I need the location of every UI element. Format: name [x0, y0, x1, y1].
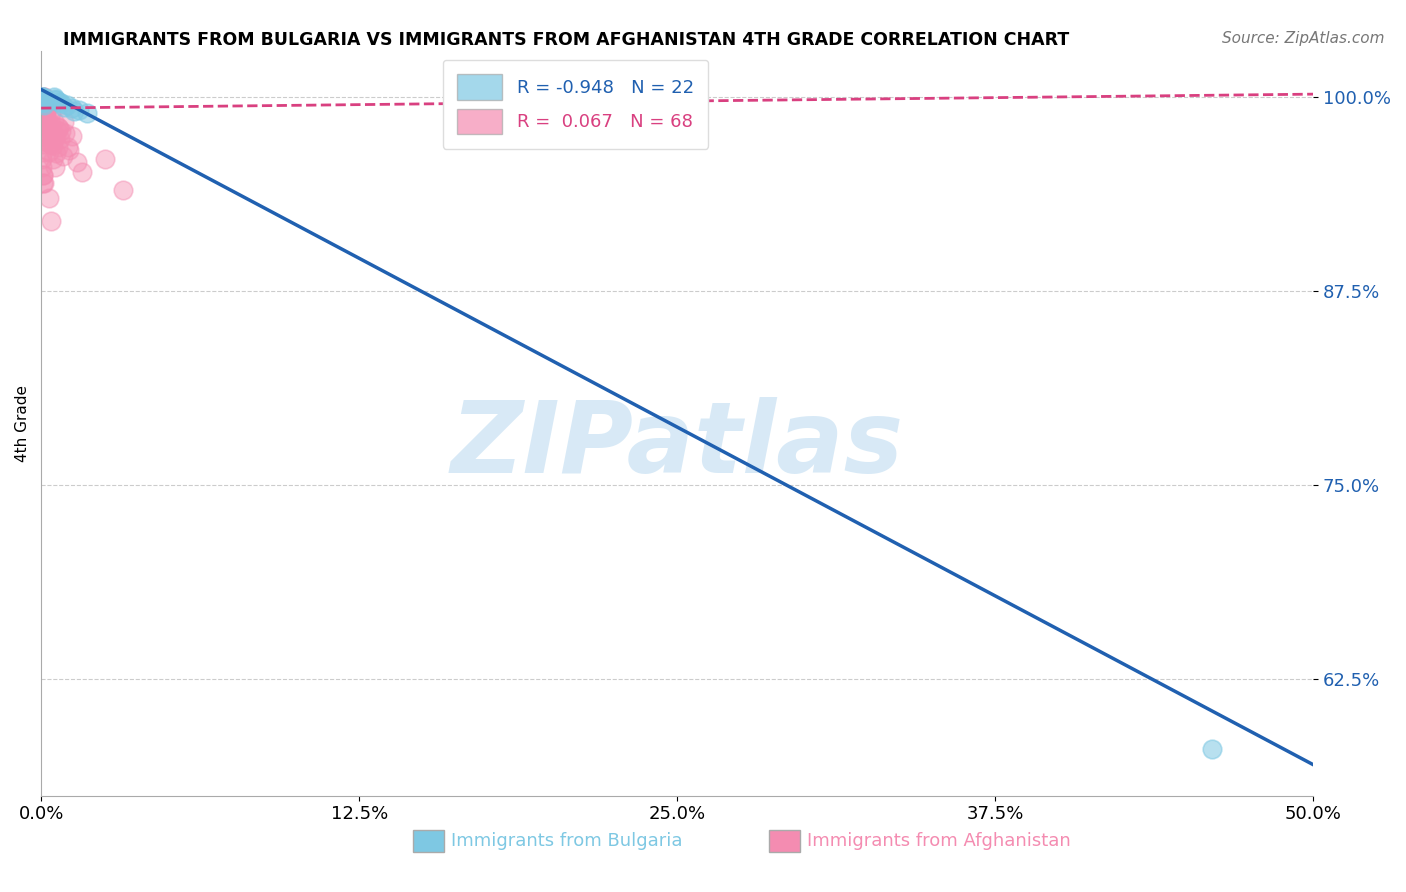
Point	[46, 140, 69, 154]
Point	[38, 145, 60, 159]
Point	[55, 98, 77, 112]
Text: Immigrants from Afghanistan: Immigrants from Afghanistan	[807, 832, 1071, 850]
Point	[34, 104, 56, 119]
Point	[32, 121, 55, 136]
Point	[52, 149, 75, 163]
Point	[39, 105, 62, 120]
Point	[32, 136, 55, 151]
Point	[41, 153, 63, 167]
Point	[48, 120, 70, 134]
Point	[35, 109, 58, 123]
Point	[70, 165, 93, 179]
Point	[31, 90, 53, 104]
Point	[38, 121, 60, 136]
Point	[32, 101, 55, 115]
Text: Immigrants from Bulgaria: Immigrants from Bulgaria	[451, 832, 682, 850]
Point	[31, 96, 53, 111]
Point	[58, 143, 80, 157]
Point	[32, 103, 55, 117]
Point	[37, 118, 59, 132]
Point	[32, 90, 55, 104]
Point	[53, 115, 76, 129]
Point	[48, 121, 70, 136]
Point	[34, 98, 56, 112]
Text: IMMIGRANTS FROM BULGARIA VS IMMIGRANTS FROM AFGHANISTAN 4TH GRADE CORRELATION CH: IMMIGRANTS FROM BULGARIA VS IMMIGRANTS F…	[63, 31, 1070, 49]
Point	[56, 140, 79, 154]
Point	[31, 113, 53, 128]
Point	[37, 134, 59, 148]
Point	[32, 176, 55, 190]
Point	[32, 168, 55, 182]
Point	[32, 92, 55, 106]
Point	[31, 160, 53, 174]
Text: ZIPatlas: ZIPatlas	[451, 397, 904, 494]
Point	[32, 90, 55, 104]
Point	[45, 146, 67, 161]
Point	[66, 155, 89, 169]
Point	[32, 92, 55, 106]
Point	[60, 101, 83, 115]
Point	[93, 153, 115, 167]
Point	[32, 129, 55, 144]
Point	[32, 92, 55, 106]
Point	[31, 94, 53, 108]
Point	[45, 123, 67, 137]
Point	[31, 92, 53, 106]
Point	[42, 90, 65, 104]
Point	[31, 90, 53, 104]
Point	[32, 95, 55, 109]
Point	[42, 113, 65, 128]
Point	[44, 130, 66, 145]
Point	[32, 168, 55, 182]
Point	[35, 101, 58, 115]
Point	[63, 104, 86, 119]
Point	[32, 96, 55, 111]
Point	[49, 132, 72, 146]
Point	[32, 95, 55, 109]
Point	[31, 153, 53, 167]
Text: Source: ZipAtlas.com: Source: ZipAtlas.com	[1222, 31, 1385, 46]
Point	[44, 160, 66, 174]
Legend: R = -0.948   N = 22, R =  0.067   N = 68: R = -0.948 N = 22, R = 0.067 N = 68	[443, 60, 709, 149]
Point	[32, 90, 55, 104]
Point	[38, 191, 60, 205]
Point	[34, 111, 56, 125]
Point	[44, 92, 66, 106]
Point	[32, 92, 55, 106]
Point	[111, 183, 134, 197]
Point	[41, 135, 63, 149]
Point	[1201, 742, 1223, 756]
Point	[32, 95, 55, 109]
Point	[60, 129, 83, 144]
Point	[51, 96, 73, 111]
Point	[31, 94, 53, 108]
Point	[34, 94, 56, 108]
Point	[45, 129, 67, 144]
Point	[37, 113, 59, 128]
Point	[38, 128, 60, 142]
Point	[42, 138, 65, 153]
Point	[67, 103, 90, 117]
Point	[32, 176, 55, 190]
Point	[32, 94, 55, 108]
Point	[39, 136, 62, 151]
Point	[39, 214, 62, 228]
Point	[53, 99, 76, 113]
Point	[45, 94, 67, 108]
Point	[48, 95, 70, 109]
Point	[31, 145, 53, 159]
Point	[51, 124, 73, 138]
Point	[31, 98, 53, 112]
Point	[32, 94, 55, 108]
Point	[32, 99, 55, 113]
Y-axis label: 4th Grade: 4th Grade	[15, 384, 30, 462]
Point	[53, 126, 76, 140]
Point	[76, 105, 98, 120]
Point	[39, 117, 62, 131]
Point	[35, 105, 58, 120]
Point	[32, 124, 55, 138]
Point	[32, 90, 55, 104]
